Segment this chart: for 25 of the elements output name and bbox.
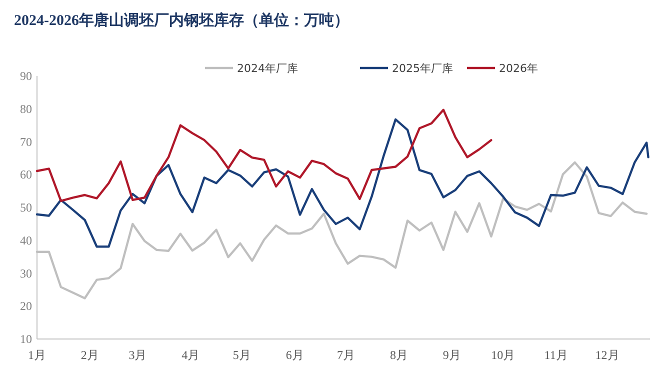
x-tick-label: 7月 [337,348,356,362]
x-tick-label: 6月 [286,348,304,362]
x-tick-label: 3月 [128,348,147,362]
x-tick-label: 4月 [182,348,200,362]
y-tick-label: 70 [20,134,32,149]
x-tick-label: 9月 [442,348,461,362]
y-tick-label: 40 [20,233,32,248]
x-tick-label: 2月 [80,348,99,362]
x-tick-label: 5月 [232,348,251,362]
y-tick-label: 90 [20,69,32,83]
x-tick-label: 10月 [491,348,516,362]
y-tick-label: 10 [20,332,32,346]
legend-label: 2026年 [499,62,538,75]
y-tick-label: 20 [20,299,32,314]
legend-label: 2024年厂库 [237,62,298,75]
y-tick-label: 50 [20,200,32,214]
x-tick-label: 12月 [595,348,620,362]
y-tick-label: 60 [20,168,32,182]
x-tick-label: 8月 [390,348,408,362]
y-tick-label: 30 [20,266,32,280]
chart-title: 2024-2026年唐山调坯厂内钢坯库存（单位：万吨） [14,11,349,29]
legend-label: 2025年厂库 [392,62,453,75]
x-tick-label: 1月 [28,348,46,362]
y-tick-label: 80 [20,102,32,116]
x-tick-label: 11月 [544,348,568,362]
